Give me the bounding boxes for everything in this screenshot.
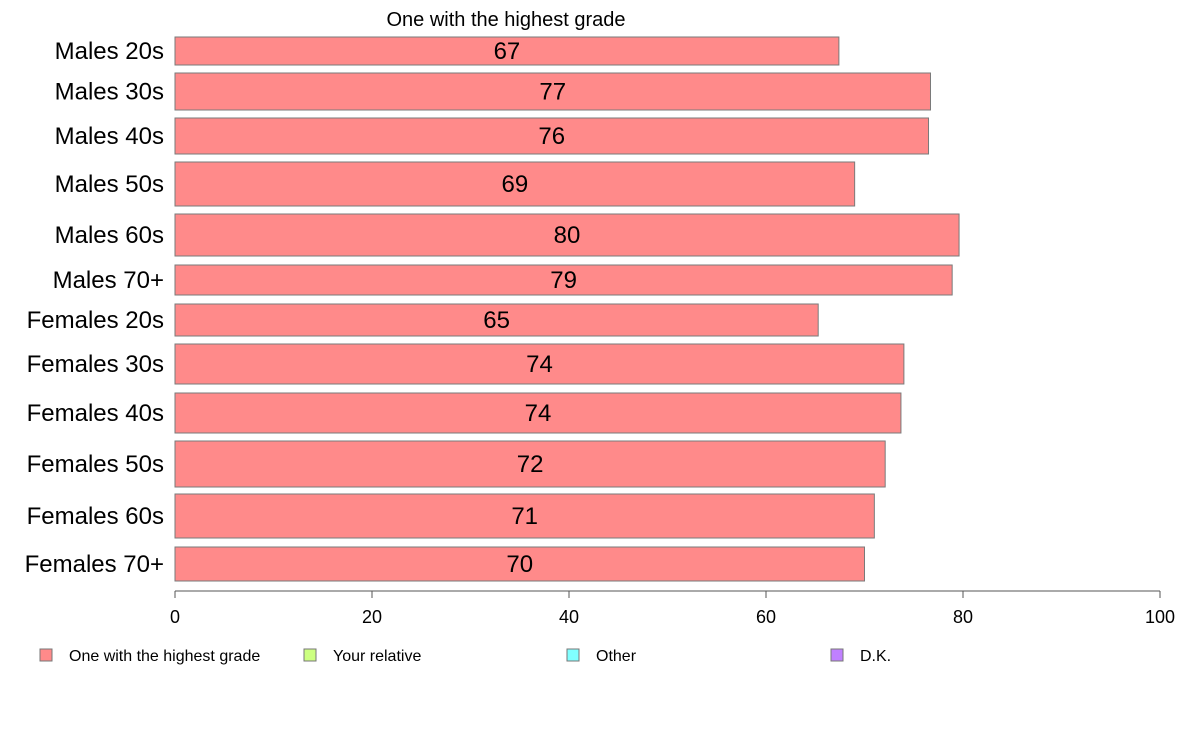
legend-label: One with the highest grade [69,648,260,665]
bar [174,343,905,385]
category-label: Males 60s [55,222,164,249]
category-label: Females 60s [27,503,164,530]
bar-value-label: 74 [525,400,552,427]
bar [174,264,953,296]
bar [174,440,886,488]
x-tick-label: 0 [170,607,180,627]
bar [174,117,930,155]
category-label: Males 70+ [53,267,164,294]
bar-value-label: 71 [511,503,538,530]
bar [174,546,865,582]
legend-swatch [303,648,317,662]
bar-value-label: 72 [517,451,544,478]
category-label: Males 30s [55,79,164,106]
category-label: Males 50s [55,171,164,198]
legend-label: Other [596,648,637,665]
legend-swatch [39,648,53,662]
bar-value-label: 77 [539,79,566,106]
legend-label: D.K. [860,648,891,665]
bar [174,392,902,434]
bar [174,493,875,539]
legend: One with the highest grade Your relative O… [39,648,891,665]
category-label: Females 20s [27,307,164,334]
bar-value-label: 65 [483,307,510,334]
bar [174,36,840,66]
legend-swatch [566,648,580,662]
category-label: Females 40s [27,400,164,427]
x-tick-label: 20 [362,607,382,627]
bar-value-label: 74 [526,351,553,378]
x-tick-label: 60 [756,607,776,627]
bar-value-label: 80 [554,222,581,249]
x-axis: 0 20 40 60 80 100 [170,590,1175,627]
x-tick-label: 100 [1145,607,1175,627]
bar-value-label: 67 [494,38,521,65]
bar [174,72,931,111]
legend-label: Your relative [333,648,421,665]
bar-value-label: 79 [550,267,577,294]
bars-layer: Males 20s 67 Males 30s 77 Males 40s 76 Males 5… [25,36,960,582]
x-tick-label: 40 [559,607,579,627]
bar [174,303,819,337]
bar-value-label: 76 [538,123,565,150]
bar-value-label: 69 [501,171,528,198]
bar [174,161,856,207]
category-label: Females 50s [27,451,164,478]
bar [174,213,960,257]
x-tick-label: 80 [953,607,973,627]
bar-value-label: 70 [506,551,533,578]
category-label: Males 20s [55,38,164,65]
category-label: Females 70+ [25,551,164,578]
legend-swatch [830,648,844,662]
category-label: Males 40s [55,123,164,150]
chart-title: One with the highest grade [386,9,625,31]
category-label: Females 30s [27,351,164,378]
